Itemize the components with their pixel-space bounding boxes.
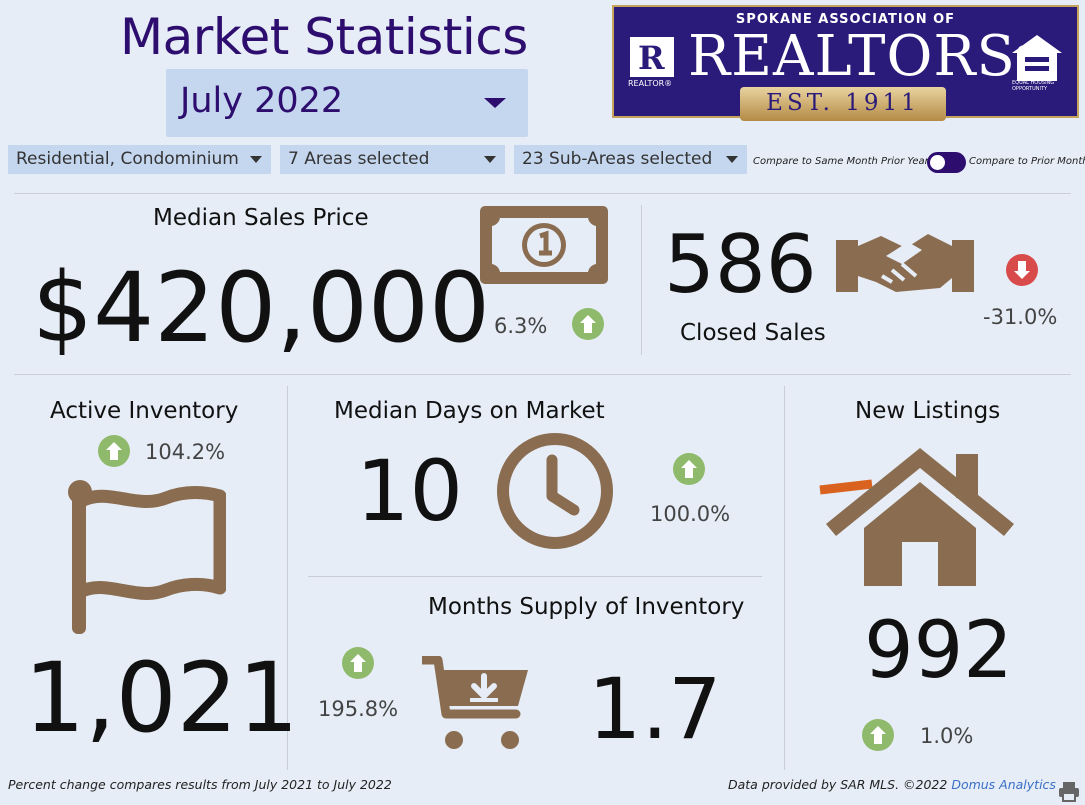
- arrow-down-icon: [1006, 254, 1038, 286]
- clock-icon: [497, 433, 613, 549]
- median-days-on-market-value: 10: [356, 442, 463, 540]
- new-listings-value: 992: [864, 606, 1013, 696]
- compare-prior-year-label: Compare to Same Month Prior Year: [753, 156, 929, 167]
- logo-realtor-small-text: REALTOR®: [628, 79, 673, 88]
- property-type-filter-value: Residential, Condominium: [16, 149, 239, 169]
- realtor-r-icon: R: [630, 37, 674, 77]
- page-title: Market Statistics: [120, 8, 528, 66]
- logo-est-text: EST. 1911: [766, 90, 920, 116]
- money-bill-icon: [480, 206, 608, 284]
- footer-source: Data provided by SAR MLS. ©2022 Domus An…: [728, 777, 1056, 792]
- realtors-logo: SPOKANE ASSOCIATION OF R REALTOR® REALTO…: [612, 5, 1079, 121]
- footer-note: Percent change compares results from Jul…: [8, 777, 392, 792]
- flag-icon: [68, 480, 226, 634]
- median-sales-price-label: Median Sales Price: [153, 205, 369, 231]
- closed-sales-label: Closed Sales: [680, 320, 826, 346]
- equal-housing-icon: [1012, 35, 1062, 81]
- shopping-cart-icon: [422, 656, 528, 749]
- sub-areas-filter[interactable]: 23 Sub-Areas selected: [514, 145, 747, 174]
- chevron-down-icon: [726, 156, 738, 163]
- divider: [287, 386, 288, 770]
- logo-est-banner: EST. 1911: [740, 87, 946, 121]
- median-days-on-market-label: Median Days on Market: [334, 398, 605, 424]
- print-icon[interactable]: [1058, 780, 1080, 802]
- areas-filter-value: 7 Areas selected: [288, 149, 430, 169]
- arrow-up-icon: [673, 453, 705, 485]
- new-listings-label: New Listings: [855, 398, 1001, 424]
- areas-filter[interactable]: 7 Areas selected: [280, 145, 505, 174]
- median-sales-price-value: $420,000: [32, 252, 491, 364]
- toggle-knob: [930, 155, 945, 170]
- arrow-up-icon: [98, 435, 130, 467]
- months-supply-value: 1.7: [588, 660, 722, 758]
- arrow-up-icon: [572, 308, 604, 340]
- chevron-down-icon: [250, 156, 262, 163]
- sub-areas-filter-value: 23 Sub-Areas selected: [522, 149, 713, 169]
- logo-top-text: SPOKANE ASSOCIATION OF: [735, 12, 956, 27]
- handshake-icon: [836, 234, 974, 292]
- active-inventory-change: 104.2%: [145, 440, 226, 464]
- compare-prior-month-label: Compare to Prior Month: [969, 156, 1085, 167]
- divider: [14, 193, 1071, 194]
- logo-main-text: REALTORS®: [688, 24, 1031, 89]
- logo-main-word: REALTORS: [688, 24, 1016, 89]
- logo-eho-text: EQUAL HOUSING OPPORTUNITY: [1012, 80, 1055, 92]
- property-type-filter[interactable]: Residential, Condominium: [8, 145, 271, 174]
- chevron-down-icon: [484, 156, 496, 163]
- divider: [14, 374, 1071, 375]
- closed-sales-value: 586: [664, 218, 817, 311]
- median-days-on-market-change: 100.0%: [650, 502, 731, 526]
- compare-toggle-switch[interactable]: [927, 152, 966, 173]
- divider: [784, 386, 785, 770]
- months-supply-label: Months Supply of Inventory: [428, 594, 745, 620]
- arrow-up-icon: [862, 719, 894, 751]
- closed-sales-change: -31.0%: [983, 305, 1058, 329]
- median-sales-price-change: 6.3%: [494, 314, 548, 338]
- months-supply-change: 195.8%: [318, 697, 399, 721]
- new-listings-change: 1.0%: [920, 724, 974, 748]
- realtor-r-letter: R: [638, 39, 665, 77]
- active-inventory-value: 1,021: [24, 642, 299, 754]
- chevron-down-icon: [484, 98, 506, 108]
- arrow-up-icon: [342, 647, 374, 679]
- divider: [308, 576, 762, 577]
- domus-analytics-link[interactable]: Domus Analytics: [951, 777, 1056, 792]
- footer-source-text: Data provided by SAR MLS. ©2022: [728, 777, 952, 792]
- divider: [641, 205, 642, 355]
- house-icon: [819, 448, 1014, 586]
- active-inventory-label: Active Inventory: [50, 398, 239, 424]
- month-dropdown[interactable]: July 2022: [166, 69, 528, 137]
- month-dropdown-value: July 2022: [180, 81, 344, 121]
